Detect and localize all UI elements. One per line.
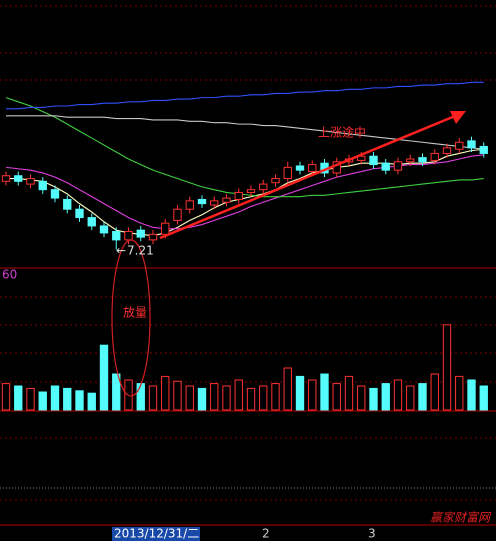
volume-bar (344, 375, 354, 411)
candle-body (271, 178, 280, 184)
ma-line (5, 154, 484, 230)
volume-bar (308, 379, 317, 411)
panel-label: 60 (2, 268, 17, 282)
candle-body (455, 141, 464, 150)
volume-bar (87, 392, 96, 411)
volume-bar (332, 383, 341, 411)
candle-body (246, 189, 256, 193)
candle-body (406, 158, 415, 163)
volume-bar (50, 385, 60, 411)
volume-bar (148, 385, 158, 411)
candle-body (283, 166, 292, 180)
trend-arrow (159, 114, 456, 240)
candle-body (173, 208, 182, 221)
candle-body (357, 155, 366, 161)
annotation: 上涨途中 (318, 125, 366, 140)
volume-bar (161, 375, 170, 411)
ma-line (6, 115, 484, 150)
volume-bar (26, 387, 35, 411)
candle-body (99, 225, 109, 234)
volume-bar (14, 385, 23, 411)
low-arrow: ← (116, 244, 126, 258)
volume-bar (38, 391, 47, 411)
volume-bar (455, 375, 464, 411)
volume-bar (369, 387, 378, 411)
date-label: 2013/12/31/二 (114, 527, 199, 541)
volume-bar (99, 344, 109, 411)
candle-body (38, 180, 47, 191)
x-mark: 3 (368, 527, 376, 541)
volume-bar (1, 383, 11, 411)
volume-bar (357, 385, 366, 411)
candle-body (393, 161, 403, 171)
volume-bar (283, 367, 292, 411)
volume-bar (246, 387, 256, 411)
candle-body (112, 231, 121, 241)
candle-body (185, 200, 194, 210)
low-label: 7.21 (127, 244, 154, 258)
volume-bar (234, 379, 243, 411)
candle-body (369, 155, 378, 166)
volume-bar (173, 380, 182, 411)
volume-bar (259, 385, 268, 411)
candle-body (295, 165, 305, 171)
candle-body (442, 147, 452, 154)
candle-body (124, 231, 133, 241)
volume-bar (406, 385, 415, 411)
candle-body (210, 200, 219, 206)
volume-bar (112, 373, 121, 411)
candle-body (430, 152, 439, 161)
volume-bar (295, 375, 305, 411)
candle-body (63, 198, 72, 210)
candle-body (14, 175, 23, 182)
candle-body (479, 145, 488, 154)
ma-line (5, 97, 484, 198)
candle-body (197, 198, 207, 205)
volume-bar (210, 383, 219, 411)
volume-ellipse (111, 239, 151, 397)
ma-line (6, 148, 484, 237)
watermark: 赢家财富网 (430, 511, 492, 525)
candle-body (418, 157, 427, 163)
volume-bar (430, 373, 439, 411)
volume-bar (271, 383, 280, 411)
candle-body (234, 191, 243, 200)
trend-arrow-head (450, 111, 466, 124)
candle-body (161, 222, 170, 235)
candle-body (136, 229, 145, 238)
candle-body (87, 217, 96, 227)
volume-bar (136, 383, 145, 411)
annotation: 放量 (123, 305, 147, 320)
volume-bar (222, 385, 231, 411)
volume-bar (320, 373, 329, 411)
volume-bar (197, 387, 207, 411)
volume-bar (381, 383, 390, 411)
volume-bar (479, 385, 488, 411)
volume-bar (393, 379, 403, 411)
candle-body (222, 197, 231, 203)
volume-bar (467, 379, 476, 411)
ma-line (6, 81, 484, 110)
x-mark: 2 (262, 527, 270, 541)
volume-bar (75, 390, 84, 411)
candle-body (148, 233, 158, 241)
volume-bar (418, 383, 427, 411)
candle-body (75, 208, 84, 219)
candle-body (26, 178, 35, 185)
candle-body (259, 183, 268, 191)
date-box (112, 527, 200, 541)
volume-bar (185, 385, 194, 411)
volume-bar (442, 324, 452, 411)
candle-body (50, 189, 60, 199)
candle-body (1, 175, 11, 182)
candle-body (467, 140, 476, 149)
candle-body (381, 162, 390, 171)
candle-body (308, 164, 317, 173)
volume-bar (63, 387, 72, 411)
